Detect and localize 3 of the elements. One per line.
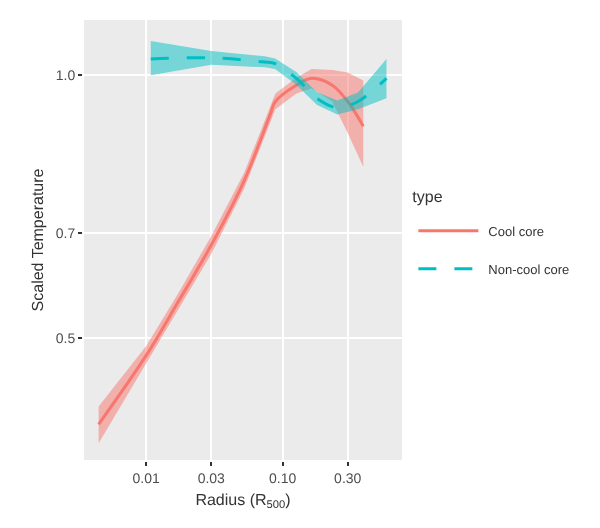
y-axis-title: Scaled Temperature (29, 167, 48, 312)
legend-title: type (412, 187, 444, 206)
x-axis-title: Radius (R$_{500}$) (195, 491, 292, 513)
